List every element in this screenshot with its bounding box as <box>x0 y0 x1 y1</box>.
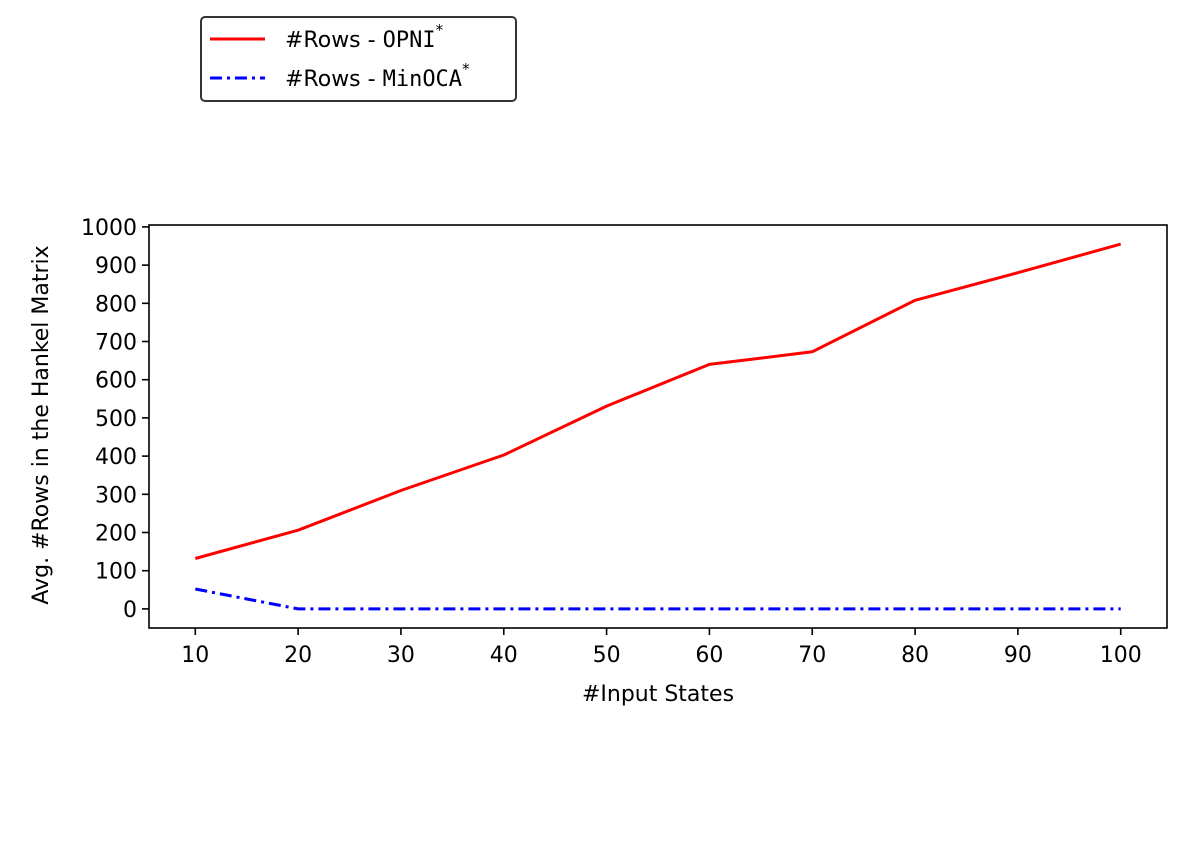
legend-label-minoca-sup: * <box>462 60 470 78</box>
series-line-0 <box>194 242 1122 560</box>
legend-label-minoca: #Rows - MinOCA* <box>285 60 470 92</box>
y-tick-label: 600 <box>95 369 137 394</box>
legend-label-minoca-code: MinOCA <box>383 67 462 92</box>
legend: #Rows - OPNI* #Rows - MinOCA* <box>200 16 517 102</box>
legend-label-opni-code: OPNI <box>383 28 436 53</box>
y-tick-label: 1000 <box>81 216 137 241</box>
legend-label-opni-prefix: #Rows - <box>285 28 383 53</box>
x-tick-label: 90 <box>1004 643 1032 668</box>
x-tick-label: 40 <box>490 643 518 668</box>
legend-frame <box>200 16 517 102</box>
y-tick-label: 500 <box>95 407 137 432</box>
axes-frame <box>148 224 1168 629</box>
x-tick-label: 10 <box>181 643 209 668</box>
x-tick-label: 100 <box>1100 643 1142 668</box>
y-tick-label: 0 <box>123 598 137 623</box>
y-tick-label: 400 <box>95 445 137 470</box>
x-tick-label: 50 <box>593 643 621 668</box>
legend-label-opni-sup: * <box>436 21 444 39</box>
y-axis-label: Avg. #Rows in the Hankel Matrix <box>29 245 54 604</box>
x-axis-label: #Input States <box>582 682 734 707</box>
x-tick-label: 70 <box>798 643 826 668</box>
y-tick-label: 200 <box>95 522 137 547</box>
legend-label-minoca-prefix: #Rows - <box>285 67 383 92</box>
plot-area: 10 20 30 40 50 60 70 80 90 1000100200300400500600… <box>81 216 1168 668</box>
x-tick-label: 80 <box>901 643 929 668</box>
series-line-1 <box>195 587 1121 611</box>
y-tick-label: 100 <box>95 560 137 585</box>
y-tick-label: 900 <box>95 254 137 279</box>
x-tick-label: 20 <box>284 643 312 668</box>
y-tick-label: 800 <box>95 292 137 317</box>
x-tick-label: 60 <box>695 643 723 668</box>
y-tick-label: 300 <box>95 483 137 508</box>
legend-label-opni: #Rows - OPNI* <box>285 21 444 53</box>
y-tick-label: 700 <box>95 331 137 356</box>
x-tick-label: 30 <box>387 643 415 668</box>
